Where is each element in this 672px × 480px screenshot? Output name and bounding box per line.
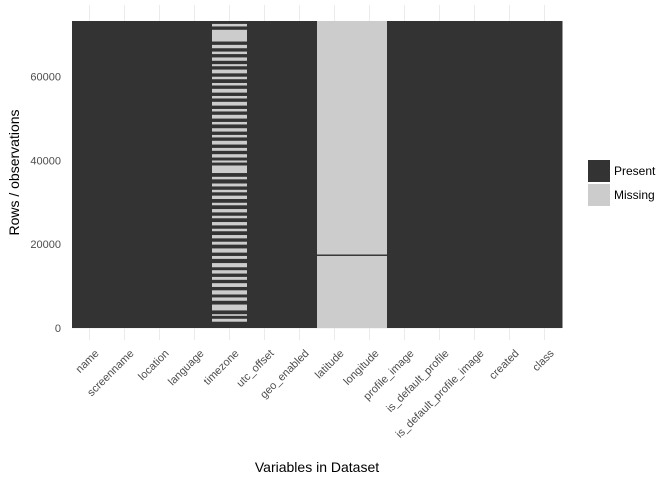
missing-cell-timezone xyxy=(212,121,248,125)
present-cell-geo_enabled xyxy=(282,21,318,328)
present-cell-screenname xyxy=(107,21,143,328)
y-tick-label: 20000 xyxy=(30,239,61,251)
x-tick-label: location xyxy=(136,348,171,383)
missing-cell-timezone xyxy=(212,176,248,180)
missing-cell-timezone xyxy=(212,128,248,132)
missing-cell-timezone xyxy=(212,114,248,119)
missing-cell-timezone xyxy=(212,69,248,74)
missing-cell-timezone xyxy=(212,165,248,174)
missing-cell-timezone xyxy=(212,147,248,151)
missing-cell-timezone xyxy=(212,314,248,316)
missing-cell-timezone xyxy=(212,88,248,93)
present-cell-utc_offset xyxy=(247,21,283,328)
missing-cell-timezone xyxy=(212,189,248,193)
present-cell-name xyxy=(72,21,108,328)
missing-cell-timezone xyxy=(212,76,248,80)
missing-cell-timezone xyxy=(212,51,248,55)
legend-label-missing: Missing xyxy=(614,188,655,202)
missing-cell-timezone xyxy=(212,29,248,42)
y-tick-label: 60000 xyxy=(30,72,61,84)
missing-cell-timezone xyxy=(212,101,248,106)
missing-cell-timezone xyxy=(212,248,248,253)
missing-cell-timezone xyxy=(212,202,248,206)
missing-cell-latitude xyxy=(317,21,353,255)
missing-cell-timezone xyxy=(212,195,248,200)
present-cell-profile_image xyxy=(387,21,423,328)
missing-cell-timezone xyxy=(212,82,248,86)
present-cell-created xyxy=(492,21,528,328)
present-cell-location xyxy=(142,21,178,328)
missing-cell-timezone xyxy=(212,134,248,138)
missing-cell-timezone xyxy=(212,222,248,226)
missing-cell-longitude xyxy=(352,255,388,328)
legend-key-missing xyxy=(588,184,610,206)
missing-cell-timezone xyxy=(212,263,248,268)
missing-cell-latitude xyxy=(317,255,353,328)
y-tick-label: 40000 xyxy=(30,155,61,167)
present-cell-class xyxy=(527,21,563,328)
missing-cell-timezone xyxy=(212,270,248,274)
x-tick-label: name xyxy=(74,348,102,376)
missing-cell-timezone xyxy=(212,255,248,259)
missing-cell-timezone xyxy=(212,23,248,27)
missing-cell-timezone xyxy=(212,304,248,311)
missing-cell-timezone xyxy=(212,318,248,322)
present-cell-is_default_profile xyxy=(422,21,458,328)
missing-cell-timezone xyxy=(212,95,248,99)
x-tick-label: is_default_profile xyxy=(384,348,451,415)
present-cell-language xyxy=(177,21,213,328)
legend-label-present: Present xyxy=(614,164,656,178)
missing-cell-timezone xyxy=(212,154,248,158)
x-axis-title: Variables in Dataset xyxy=(255,459,379,475)
present-cell-timezone xyxy=(212,21,248,328)
y-axis-title: Rows / observations xyxy=(6,109,22,235)
x-tick-label: created xyxy=(487,348,521,382)
present-cell-is_default_profile_image xyxy=(457,21,493,328)
missing-cell-timezone xyxy=(212,108,248,112)
missing-cell-timezone xyxy=(212,160,248,163)
x-tick-label: language xyxy=(166,348,207,389)
missing-cell-timezone xyxy=(212,140,248,145)
missing-cell-timezone xyxy=(212,64,248,67)
missing-cell-timezone xyxy=(212,44,248,49)
missing-cell-timezone xyxy=(212,290,248,295)
missing-cell-timezone xyxy=(212,215,248,219)
missing-cell-timezone xyxy=(212,209,248,213)
missing-cell-timezone xyxy=(212,57,248,61)
missing-cell-timezone xyxy=(212,235,248,239)
missing-cell-longitude xyxy=(352,21,388,255)
missing-cell-timezone xyxy=(212,297,248,301)
y-tick-label: 0 xyxy=(55,323,61,335)
legend-key-present xyxy=(588,160,610,182)
missing-cell-timezone xyxy=(212,228,248,232)
missing-cell-timezone xyxy=(212,183,248,187)
missing-cell-timezone xyxy=(212,241,248,245)
missing-cell-timezone xyxy=(212,283,248,287)
missing-cell-timezone xyxy=(212,276,248,280)
x-tick-label: class xyxy=(530,347,557,374)
x-tick-label: latitude xyxy=(313,348,347,382)
